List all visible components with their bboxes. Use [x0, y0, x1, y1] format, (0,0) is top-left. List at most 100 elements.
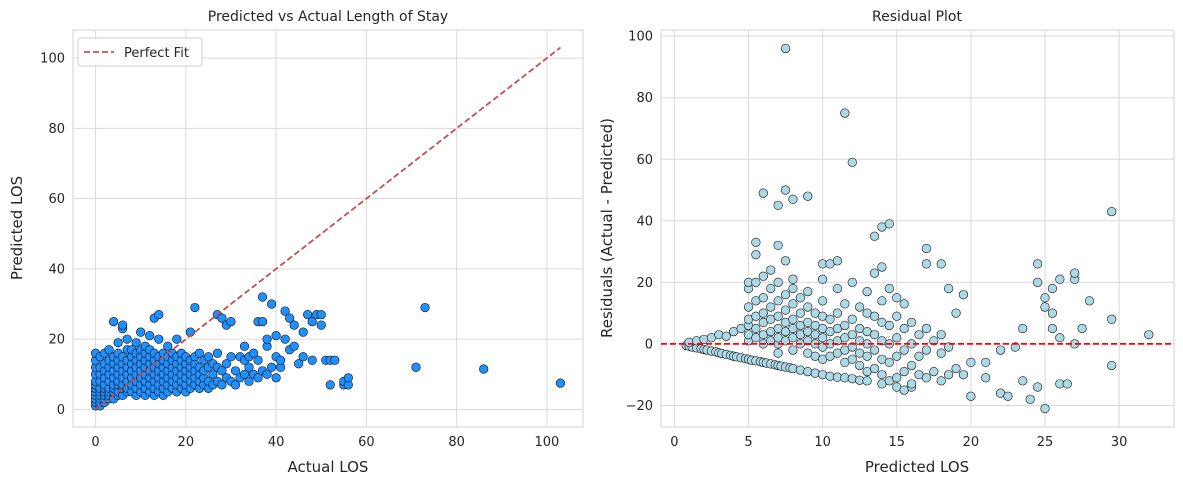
y-tick-label: 0 — [57, 403, 65, 418]
data-point — [154, 334, 164, 344]
ticks: 0 5 10 15 20 25 30 −20 0 20 40 60 80 100 — [626, 30, 1128, 450]
data-point — [780, 305, 791, 315]
data-point — [944, 283, 954, 294]
data-point — [951, 363, 961, 374]
x-axis-label: Predicted LOS — [865, 458, 969, 476]
x-tick-label: 10 — [814, 435, 831, 450]
data-point — [230, 380, 241, 390]
y-tick-label: −20 — [626, 399, 653, 414]
data-point — [855, 302, 865, 312]
data-point — [113, 338, 123, 348]
data-point — [699, 334, 709, 344]
data-point — [780, 290, 791, 300]
data-point — [788, 363, 798, 374]
data-point — [780, 256, 791, 266]
data-point — [684, 337, 694, 347]
data-point — [343, 373, 353, 383]
data-point — [818, 296, 828, 306]
data-point — [1018, 323, 1028, 334]
data-point — [248, 348, 259, 358]
data-point — [981, 357, 991, 367]
data-point — [217, 366, 227, 376]
x-tick-label: 30 — [1111, 435, 1128, 450]
data-point — [877, 370, 887, 380]
data-point — [298, 352, 308, 362]
y-axis-label: Residuals (Actual - Predicted) — [598, 118, 616, 338]
data-point — [847, 314, 857, 324]
data-point — [163, 341, 173, 351]
data-point — [958, 370, 969, 380]
data-point — [298, 327, 308, 337]
data-point — [869, 345, 880, 355]
data-point — [266, 299, 277, 309]
data-point — [773, 200, 783, 211]
x-tick-label: 5 — [744, 435, 752, 450]
data-point — [773, 348, 783, 358]
data-point — [316, 309, 326, 320]
data-point — [303, 309, 313, 320]
data-point — [936, 348, 946, 358]
data-point — [294, 359, 304, 369]
data-point — [325, 380, 335, 390]
y-axis-label: Predicted LOS — [8, 176, 26, 280]
data-point — [773, 311, 783, 321]
data-point — [832, 308, 843, 318]
x-tick-label: 40 — [268, 435, 285, 450]
y-tick-label: 60 — [48, 192, 65, 207]
data-point — [921, 345, 931, 355]
data-point — [244, 376, 254, 386]
data-point — [981, 373, 991, 383]
data-point — [832, 283, 843, 294]
data-point — [758, 308, 768, 318]
data-point — [944, 342, 954, 352]
data-point — [936, 259, 946, 269]
data-point — [172, 334, 182, 344]
data-point — [1070, 268, 1080, 278]
data-point — [758, 293, 768, 303]
data-point — [289, 341, 299, 351]
data-point — [869, 330, 880, 340]
chart-residual-plot: 0 5 10 15 20 25 30 −20 0 20 40 60 80 100 Residual Plo… — [598, 9, 1175, 476]
data-point — [773, 240, 783, 251]
x-tick-label: 80 — [448, 435, 465, 450]
data-point — [743, 302, 754, 312]
data-point — [1025, 394, 1035, 404]
data-point — [810, 368, 820, 378]
data-point — [104, 345, 114, 355]
data-point — [1047, 283, 1058, 294]
data-point — [239, 341, 250, 351]
data-point — [847, 354, 857, 364]
data-point — [818, 274, 828, 284]
data-point — [208, 369, 218, 379]
data-point — [847, 374, 857, 384]
data-point — [914, 330, 924, 340]
data-point — [906, 317, 917, 327]
data-point — [271, 331, 281, 341]
data-point — [803, 302, 813, 312]
y-tick-label: 100 — [40, 52, 65, 67]
data-point — [840, 299, 850, 309]
data-point — [884, 219, 894, 229]
data-point — [307, 317, 317, 327]
data-point — [280, 306, 290, 316]
perfect-fit-line — [95, 46, 561, 411]
data-point — [884, 283, 894, 294]
data-point — [751, 237, 761, 247]
data-point — [818, 333, 828, 343]
data-point — [818, 370, 828, 380]
data-point — [253, 355, 263, 365]
data-point — [929, 336, 939, 346]
data-point — [1055, 274, 1065, 284]
data-point — [936, 330, 946, 340]
legend: Perfect Fit — [77, 37, 203, 67]
data-point — [788, 274, 798, 284]
data-point — [832, 256, 843, 266]
data-point — [966, 391, 976, 401]
y-tick-label: 40 — [48, 262, 65, 277]
data-point — [914, 351, 924, 361]
legend-label: Perfect Fit — [124, 46, 189, 61]
data-point — [751, 277, 761, 287]
data-point — [951, 308, 961, 318]
data-point — [773, 277, 783, 287]
data-point — [766, 265, 776, 275]
